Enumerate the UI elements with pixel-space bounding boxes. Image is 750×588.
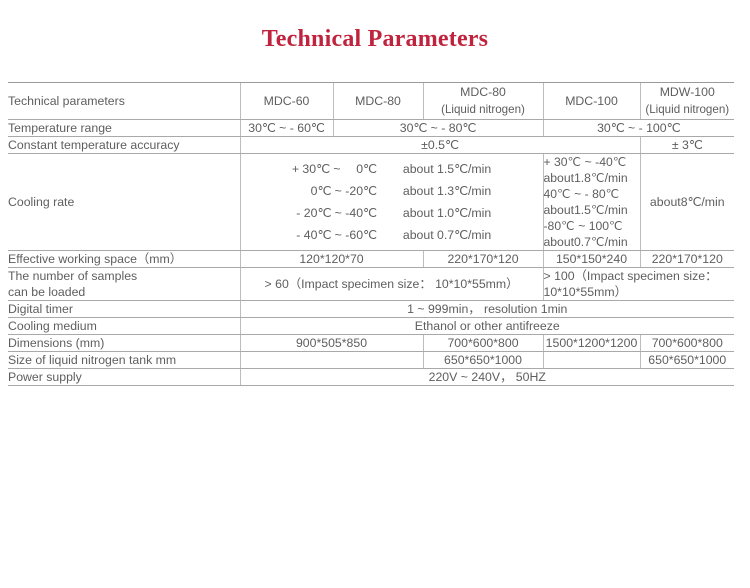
row-label-cooling-rate: Cooling rate xyxy=(8,153,240,251)
cell-power-supply-value: 220V ~ 240V， 50HZ xyxy=(239,368,734,386)
cell-constant-accuracy-mdw100: ± 3℃ xyxy=(639,136,734,154)
cooling-rate-mdc100-line: + 30℃ ~ -40℃ xyxy=(543,155,627,169)
header-col-mdc-60: MDC-60 xyxy=(239,82,333,120)
cooling-rate-sub-table: + 30℃ ~ 0℃ about 1.5℃/min 0℃ ~ -20℃ abou… xyxy=(292,158,491,246)
row-label-sample-count: The number of samples can be loaded xyxy=(8,267,240,301)
cell-dimensions-mdw100: 700*600*800 xyxy=(639,334,734,352)
row-label-dimensions: Dimensions (mm) xyxy=(8,334,240,352)
cooling-rate-range: 0℃ ~ -20℃ xyxy=(310,184,377,198)
header-col-mdw-100: MDW-100 (Liquid nitrogen) xyxy=(639,82,734,120)
cell-working-space-mdc80-ln: 220*170*120 xyxy=(422,250,543,268)
cell-temperature-range-mdc100: 30℃ ~ - 100℃ xyxy=(542,119,734,137)
cell-cooling-rate-mdc100: + 30℃ ~ -40℃ about1.8℃/min 40℃ ~ - 80℃ a… xyxy=(542,153,640,251)
cell-dimensions-mdc100: 1500*1200*1200 xyxy=(542,334,640,352)
page-title: Technical Parameters xyxy=(261,26,489,52)
row-label-digital-timer: Digital timer xyxy=(8,300,240,318)
header-col-mdc-80: MDC-80 xyxy=(332,82,423,120)
cell-working-space-mdc60-80: 120*120*70 xyxy=(239,250,423,268)
header-col-mdc-80-ln: MDC-80 (Liquid nitrogen) xyxy=(422,82,543,120)
table-row-sample-count: The number of samples can be loaded > 60… xyxy=(8,267,734,301)
cell-ln-tank-mdw100: 650*650*1000 xyxy=(639,351,734,369)
cell-ln-tank-mdc80-ln: 650*650*1000 xyxy=(422,351,543,369)
row-label-cooling-medium: Cooling medium xyxy=(8,317,240,335)
cooling-rate-line: - 40℃ ~ -60℃ about 0.7℃/min xyxy=(292,224,491,246)
cooling-rate-mdc100-line: -80℃ ~ 100℃ xyxy=(543,219,623,233)
header-col-mdc-100: MDC-100 xyxy=(542,82,640,120)
cooling-rate-line: 0℃ ~ -20℃ about 1.3℃/min xyxy=(292,180,492,202)
table-row-power-supply: Power supply 220V ~ 240V， 50HZ xyxy=(8,368,734,386)
table-header-row: Technical parameters MDC-60 MDC-80 MDC-8… xyxy=(8,82,734,120)
cooling-rate-line: + 30℃ ~ 0℃ about 1.5℃/min xyxy=(292,158,491,180)
row-label-constant-accuracy: Constant temperature accuracy xyxy=(8,136,240,154)
table-row-cooling-rate: Cooling rate + 30℃ ~ 0℃ about 1.5℃/min 0… xyxy=(8,153,734,251)
cell-dimensions-mdc80-ln: 700*600*800 xyxy=(422,334,543,352)
cooling-rate-value: about 1.3℃/min xyxy=(402,184,492,198)
table-row-cooling-medium: Cooling medium Ethanol or other antifree… xyxy=(8,317,734,335)
row-label-power-supply: Power supply xyxy=(8,368,240,386)
cell-cooling-rate-mdw100: about8℃/min xyxy=(639,153,734,251)
cooling-rate-value: about 0.7℃/min xyxy=(402,228,492,242)
cell-sample-count-standard: > 60（Impact specimen size： 10*10*55mm） xyxy=(239,267,543,301)
cell-temperature-range-mdc60: 30℃ ~ - 60℃ xyxy=(239,119,333,137)
table-row-temperature-range: Temperature range 30℃ ~ - 60℃ 30℃ ~ - 80… xyxy=(8,119,734,137)
cooling-rate-mdc100-line: about1.8℃/min xyxy=(543,171,628,185)
cell-temperature-range-mdc80: 30℃ ~ - 80℃ xyxy=(332,119,543,137)
cell-cooling-rate-standard: + 30℃ ~ 0℃ about 1.5℃/min 0℃ ~ -20℃ abou… xyxy=(239,153,543,251)
cooling-rate-mdc100-line: about1.5℃/min xyxy=(543,203,628,217)
table-row-constant-accuracy: Constant temperature accuracy ±0.5℃ ± 3℃ xyxy=(8,136,734,154)
table-row-dimensions: Dimensions (mm) 900*505*850 700*600*800 … xyxy=(8,334,734,352)
cell-dimensions-mdc60-80: 900*505*850 xyxy=(239,334,423,352)
cell-ln-tank-mdc100 xyxy=(542,351,640,369)
table-row-ln-tank-size: Size of liquid nitrogen tank mm 650*650*… xyxy=(8,351,734,369)
header-row-label: Technical parameters xyxy=(8,82,240,120)
cell-cooling-medium-value: Ethanol or other antifreeze xyxy=(239,317,734,335)
row-label-temperature-range: Temperature range xyxy=(8,119,240,137)
technical-parameters-table: Technical parameters MDC-60 MDC-80 MDC-8… xyxy=(8,82,734,386)
table-row-working-space: Effective working space（mm） 120*120*70 2… xyxy=(8,250,734,268)
cooling-rate-range: + 30℃ ~ 0℃ xyxy=(291,162,377,176)
table-row-digital-timer: Digital timer 1 ~ 999min， resolution 1mi… xyxy=(8,300,734,318)
cell-sample-count-large: > 100（Impact specimen size： 10*10*55mm） xyxy=(542,267,734,301)
row-label-working-space: Effective working space（mm） xyxy=(8,250,240,268)
cell-ln-tank-mdc60-80 xyxy=(239,351,423,369)
cell-constant-accuracy-main: ±0.5℃ xyxy=(239,136,640,154)
cooling-rate-value: about 1.0℃/min xyxy=(402,206,492,220)
cooling-rate-mdc100-line: 40℃ ~ - 80℃ xyxy=(543,187,620,201)
cell-working-space-mdw100: 220*170*120 xyxy=(639,250,734,268)
row-label-ln-tank-size: Size of liquid nitrogen tank mm xyxy=(8,351,240,369)
cooling-rate-value: about 1.5℃/min xyxy=(402,162,492,176)
technical-parameters-table-wrapper: Technical parameters MDC-60 MDC-80 MDC-8… xyxy=(8,82,734,386)
cooling-rate-line: - 20℃ ~ -40℃ about 1.0℃/min xyxy=(292,202,491,224)
cooling-rate-mdc100-line: about0.7℃/min xyxy=(543,235,628,249)
cooling-rate-range: - 40℃ ~ -60℃ xyxy=(296,228,377,242)
cell-digital-timer-value: 1 ~ 999min， resolution 1min xyxy=(239,300,734,318)
cell-working-space-mdc100: 150*150*240 xyxy=(542,250,640,268)
cooling-rate-range: - 20℃ ~ -40℃ xyxy=(296,206,377,220)
